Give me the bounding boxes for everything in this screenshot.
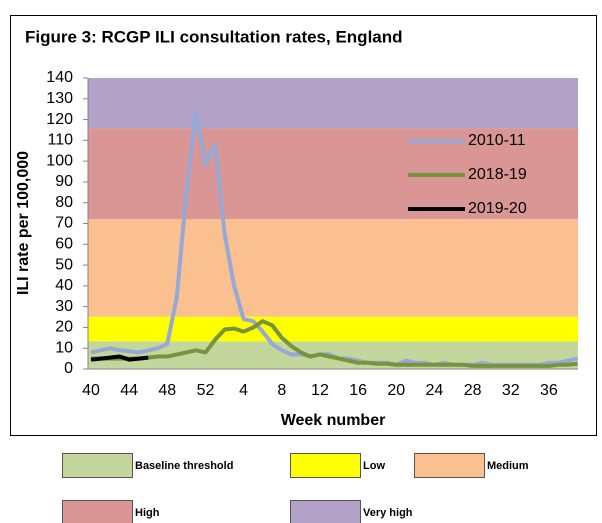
x-tick-label: 44 [120,382,138,399]
x-tick-label: 24 [426,382,444,399]
threshold-band [88,128,578,220]
y-tick-label: 90 [55,173,73,190]
chart-title: Figure 3: RCGP ILI consultation rates, E… [25,27,403,46]
threshold-band [88,219,578,317]
legend-label: 2010-11 [468,132,526,149]
y-axis-label: ILI rate per 100,000 [15,151,32,295]
x-tick-label: 36 [540,382,558,399]
y-tick-label: 120 [46,111,73,128]
legend-label: 2019-20 [468,200,527,217]
band-legend-swatch [290,453,361,478]
threshold-band [88,316,578,342]
band-legend-label: Very high [363,507,413,519]
series-line [90,354,149,362]
x-tick-label: 8 [277,382,286,399]
band-legend-swatch [290,500,361,523]
y-tick-label: 40 [55,277,73,294]
y-tick-label: 110 [47,132,73,149]
y-tick-label: 70 [55,215,73,232]
x-axis-label: Week number [281,412,386,429]
x-tick-label: 16 [349,382,367,399]
x-tick-label: 32 [502,382,520,399]
series-line [91,319,578,368]
band-legend-label: Medium [487,460,529,472]
band-legend-swatch [62,500,133,523]
x-tick-label: 4 [239,382,248,399]
band-legend-swatch [62,453,133,478]
x-tick-label: 12 [311,382,329,399]
y-tick-label: 20 [55,319,73,336]
y-tick-label: 140 [46,69,73,86]
y-tick-label: 50 [55,256,73,273]
y-tick-label: 30 [55,298,73,315]
y-tick-label: 0 [64,360,73,377]
x-tick-label: 28 [464,382,482,399]
y-tick-label: 10 [55,339,73,356]
y-tick-label: 100 [46,152,73,169]
band-legend-label: Baseline threshold [135,460,233,472]
x-tick-label: 52 [197,382,215,399]
y-tick-label: 60 [55,236,73,253]
band-legend-swatch [414,453,485,478]
threshold-band [88,78,578,129]
band-legend-label: Low [363,460,385,472]
legend-label: 2018-19 [468,166,527,183]
y-tick-label: 130 [46,90,73,107]
x-tick-label: 48 [158,382,176,399]
y-tick-label: 80 [55,194,73,211]
x-tick-label: 40 [82,382,100,399]
x-tick-label: 20 [387,382,405,399]
band-legend-label: High [135,507,160,519]
